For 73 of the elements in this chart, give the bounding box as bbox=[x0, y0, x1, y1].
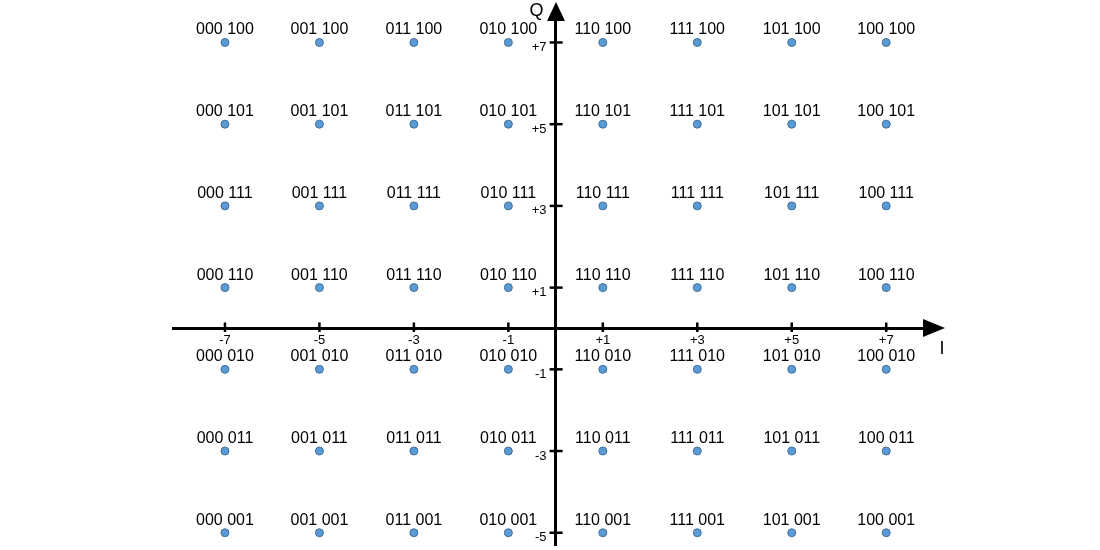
annotation: 101 111 bbox=[764, 183, 820, 201]
annotation: 100 111 bbox=[858, 183, 915, 201]
annotation: 011 101 bbox=[385, 102, 443, 120]
annotation: 001 101 bbox=[290, 102, 349, 120]
annotation: 101 011 bbox=[763, 429, 821, 447]
annotation: 101 001 bbox=[762, 510, 821, 528]
y-tick-label: +1 bbox=[531, 284, 547, 300]
annotation: 101 110 bbox=[763, 265, 821, 283]
annotation: 110 110 bbox=[575, 265, 631, 283]
annotation: 111 101 bbox=[669, 102, 726, 120]
annotation: 100 101 bbox=[857, 102, 916, 120]
annotation: 010 100 bbox=[479, 20, 538, 38]
annotation: 100 110 bbox=[857, 265, 915, 283]
x-tick-label: -5 bbox=[313, 332, 326, 348]
y-tick-label: +3 bbox=[531, 202, 547, 218]
x-tick-label: +1 bbox=[595, 332, 611, 348]
annotation: 101 010 bbox=[762, 347, 821, 365]
x-tick-label: -7 bbox=[219, 332, 231, 348]
annotation: 001 011 bbox=[291, 429, 348, 447]
y-tick-label: -5 bbox=[535, 529, 547, 545]
annotation: 100 100 bbox=[857, 20, 916, 38]
annotation: 111 100 bbox=[669, 20, 726, 38]
annotation: 011 110 bbox=[386, 265, 442, 283]
annotation: 000 001 bbox=[196, 510, 254, 528]
y-tick-label: +5 bbox=[531, 120, 547, 136]
annotation: 000 011 bbox=[196, 429, 254, 447]
annotation: 001 111 bbox=[291, 183, 348, 201]
annotation: 111 001 bbox=[669, 510, 726, 528]
y-tick-label: -3 bbox=[535, 447, 547, 463]
x-tick-label: -3 bbox=[408, 332, 420, 348]
annotation: 000 101 bbox=[196, 102, 254, 120]
annotation: 110 011 bbox=[575, 429, 631, 447]
annotation: 110 111 bbox=[575, 183, 631, 201]
annotation: 000 100 bbox=[196, 20, 254, 38]
annotation: 110 100 bbox=[574, 20, 632, 38]
x-tick-label: +7 bbox=[878, 332, 894, 348]
y-tick-label: -1 bbox=[535, 365, 547, 381]
annotation: 001 100 bbox=[290, 20, 349, 38]
annotation: 111 010 bbox=[669, 347, 726, 365]
annotation: 011 111 bbox=[386, 183, 442, 201]
y-tick-label: +7 bbox=[531, 38, 547, 54]
annotation: 100 001 bbox=[857, 510, 916, 528]
annotation: 010 011 bbox=[480, 429, 537, 447]
y-axis-title: Q bbox=[529, 0, 544, 21]
annotation: 000 110 bbox=[196, 265, 254, 283]
annotation: 000 111 bbox=[197, 183, 253, 201]
annotation: 101 101 bbox=[762, 102, 821, 120]
annotation: 010 111 bbox=[480, 183, 537, 201]
annotation: 000 010 bbox=[196, 347, 254, 365]
annotation: 111 111 bbox=[670, 183, 724, 201]
annotation: 100 011 bbox=[857, 429, 915, 447]
annotation: 011 011 bbox=[386, 429, 442, 447]
annotation: 111 011 bbox=[670, 429, 725, 447]
annotation: 011 100 bbox=[385, 20, 443, 38]
annotation: 010 010 bbox=[479, 347, 538, 365]
annotation: 010 001 bbox=[479, 510, 538, 528]
x-axis-title: I bbox=[939, 338, 945, 359]
annotation: 011 010 bbox=[385, 347, 443, 365]
annotation: 001 001 bbox=[290, 510, 349, 528]
x-tick-label: +5 bbox=[784, 332, 800, 348]
x-tick-label: -1 bbox=[502, 332, 515, 348]
annotation: 010 110 bbox=[480, 265, 537, 283]
annotation: 110 010 bbox=[574, 347, 632, 365]
annotation: 001 010 bbox=[290, 347, 349, 365]
annotation: 100 010 bbox=[857, 347, 916, 365]
annotation: 011 001 bbox=[385, 510, 443, 528]
annotation: 101 100 bbox=[762, 20, 821, 38]
annotation: 111 110 bbox=[670, 265, 725, 283]
annotation: 110 001 bbox=[574, 510, 632, 528]
annotation: 110 101 bbox=[574, 102, 632, 120]
annotation: 001 110 bbox=[291, 265, 348, 283]
annotation: 010 101 bbox=[479, 102, 538, 120]
x-tick-label: +3 bbox=[689, 332, 705, 348]
